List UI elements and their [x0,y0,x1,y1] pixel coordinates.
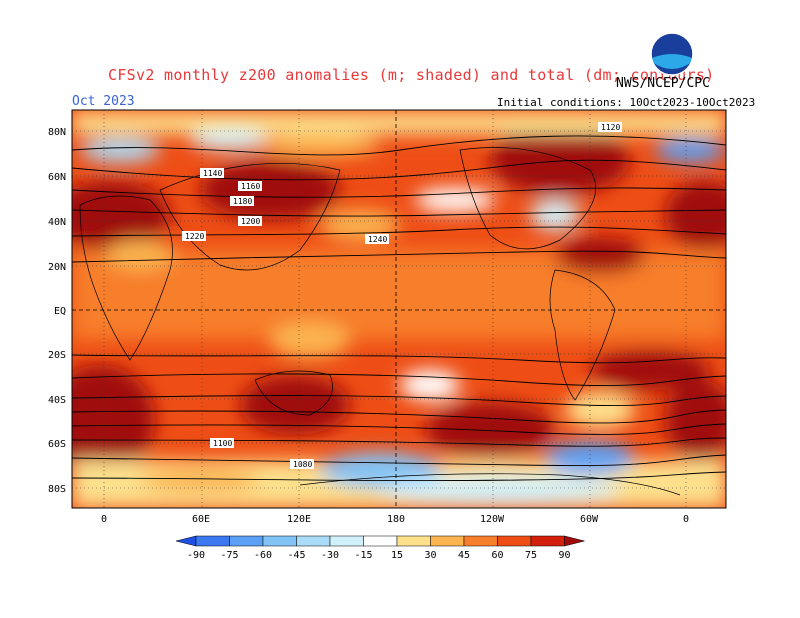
contour-label: 1120 [598,122,622,132]
lat-label: 20N [48,262,66,273]
lat-label: 80N [48,127,66,138]
colorbar-label: 15 [391,550,403,561]
anomaly-shading [72,110,726,508]
colorbar-swatch [396,535,431,547]
grid-lines [72,110,726,508]
colorbar-swatch [262,535,297,547]
contour-label: 1220 [182,231,206,241]
svg-text:1240: 1240 [368,235,387,244]
map-title: CFSv2 monthly z200 anomalies (m; shaded)… [108,66,715,84]
colorbar-swatch [497,535,532,547]
lon-label: 180 [387,514,405,525]
colorbar-swatch [229,535,264,547]
lat-label: 60N [48,172,66,183]
contour-label: 1200 [238,216,262,226]
lat-label: EQ [54,306,66,317]
lon-label: 120E [287,514,311,525]
lat-label: 40N [48,217,66,228]
colorbar-swatch [463,535,498,547]
colorbar-label: 60 [491,550,503,561]
svg-text:1200: 1200 [241,217,260,226]
contour-label: 1100 [210,438,234,448]
colorbar-swatch [430,535,465,547]
contour-label: 1180 [230,196,254,206]
svg-text:1140: 1140 [203,169,222,178]
colorbar-swatch [530,535,565,547]
lon-label: 60E [192,514,210,525]
colorbar-label: -90 [187,550,205,561]
lat-label: 20S [48,350,66,361]
svg-text:1100: 1100 [213,439,232,448]
agency-label: NWS/NCEP/CPC [616,76,710,91]
latitude-labels: 80N 60N 40N 20N EQ 20S 40S 60S 80S [48,127,66,495]
longitude-labels: 0 60E 120E 180 120W 60W 0 [101,514,689,525]
map-frame [71,109,727,509]
lat-label: 40S [48,395,66,406]
colorbar-label: -45 [287,550,305,561]
colorbar-swatch [329,535,364,547]
contour-label: 1240 [365,234,389,244]
lon-label: 60W [580,514,599,525]
coastlines [79,147,681,496]
lat-label: 60S [48,439,66,450]
svg-text:1120: 1120 [601,123,620,132]
colorbar-label: -15 [354,550,372,561]
colorbar-label: -30 [321,550,339,561]
colorbar-arrow-right [564,535,585,547]
forecast-period: Oct 2023 [72,94,135,109]
colorbar-swatch [363,535,398,547]
colorbar-label: 30 [424,550,436,561]
colorbar-label: -60 [254,550,272,561]
noaa-logo-icon [650,32,694,76]
svg-text:1160: 1160 [241,182,260,191]
svg-text:1080: 1080 [293,460,312,469]
svg-text:1220: 1220 [185,232,204,241]
initial-conditions: Initial conditions: 10Oct2023-10Oct2023 [497,96,756,109]
colorbar-arrow-left [175,535,197,547]
lat-label: 80S [48,484,66,495]
colorbar-label: 90 [558,550,570,561]
colorbar-label: 75 [525,550,537,561]
colorbar-swatch [296,535,331,547]
lon-label: 0 [101,514,107,525]
svg-text:1180: 1180 [233,197,252,206]
height-contours [72,135,726,482]
colorbar: -90 -75 -60 -45 -30 -15 15 30 45 60 75 90 [175,535,585,561]
contour-labels: 1120 1140 1160 1180 1200 1220 1240 1080 … [182,122,622,469]
lon-label: 120W [480,514,505,525]
contour-label: 1160 [238,181,262,191]
colorbar-label: -75 [220,550,238,561]
lon-label: 0 [683,514,689,525]
colorbar-swatch [195,535,230,547]
contour-label: 1140 [200,168,224,178]
contour-label: 1080 [290,459,314,469]
colorbar-label: 45 [458,550,470,561]
